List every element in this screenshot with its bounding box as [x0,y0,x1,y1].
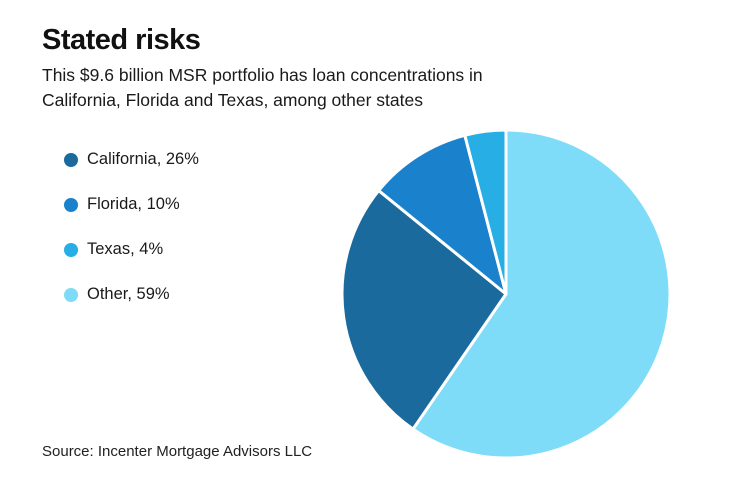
legend-label-california: California, 26% [87,150,199,168]
chart-legend: California, 26% Florida, 10% Texas, 4% O… [64,150,199,304]
legend-swatch-other [64,287,78,302]
legend-label-texas: Texas, 4% [87,240,164,258]
legend-item-other: Other, 59% [64,285,199,304]
source-attribution: Source: Incenter Mortgage Advisors LLC [42,443,313,460]
pie-chart [340,128,672,460]
pie-chart-container [336,124,676,464]
pie-slice-texas [463,128,508,296]
legend-swatch-texas [64,242,78,257]
legend-label-other: Other, 59% [87,285,170,303]
legend-item-texas: Texas, 4% [64,240,199,259]
pie-slice-california [340,189,508,431]
legend-label-florida: Florida, 10% [87,195,180,213]
legend-swatch-california [64,152,78,167]
legend-item-california: California, 26% [64,150,199,169]
chart-title: Stated risks [42,24,201,56]
legend-item-florida: Florida, 10% [64,195,199,214]
chart-subtitle: This $9.6 billion MSR portfolio has loan… [42,65,483,110]
legend-swatch-florida [64,197,78,212]
pie-slice-other [411,128,672,460]
